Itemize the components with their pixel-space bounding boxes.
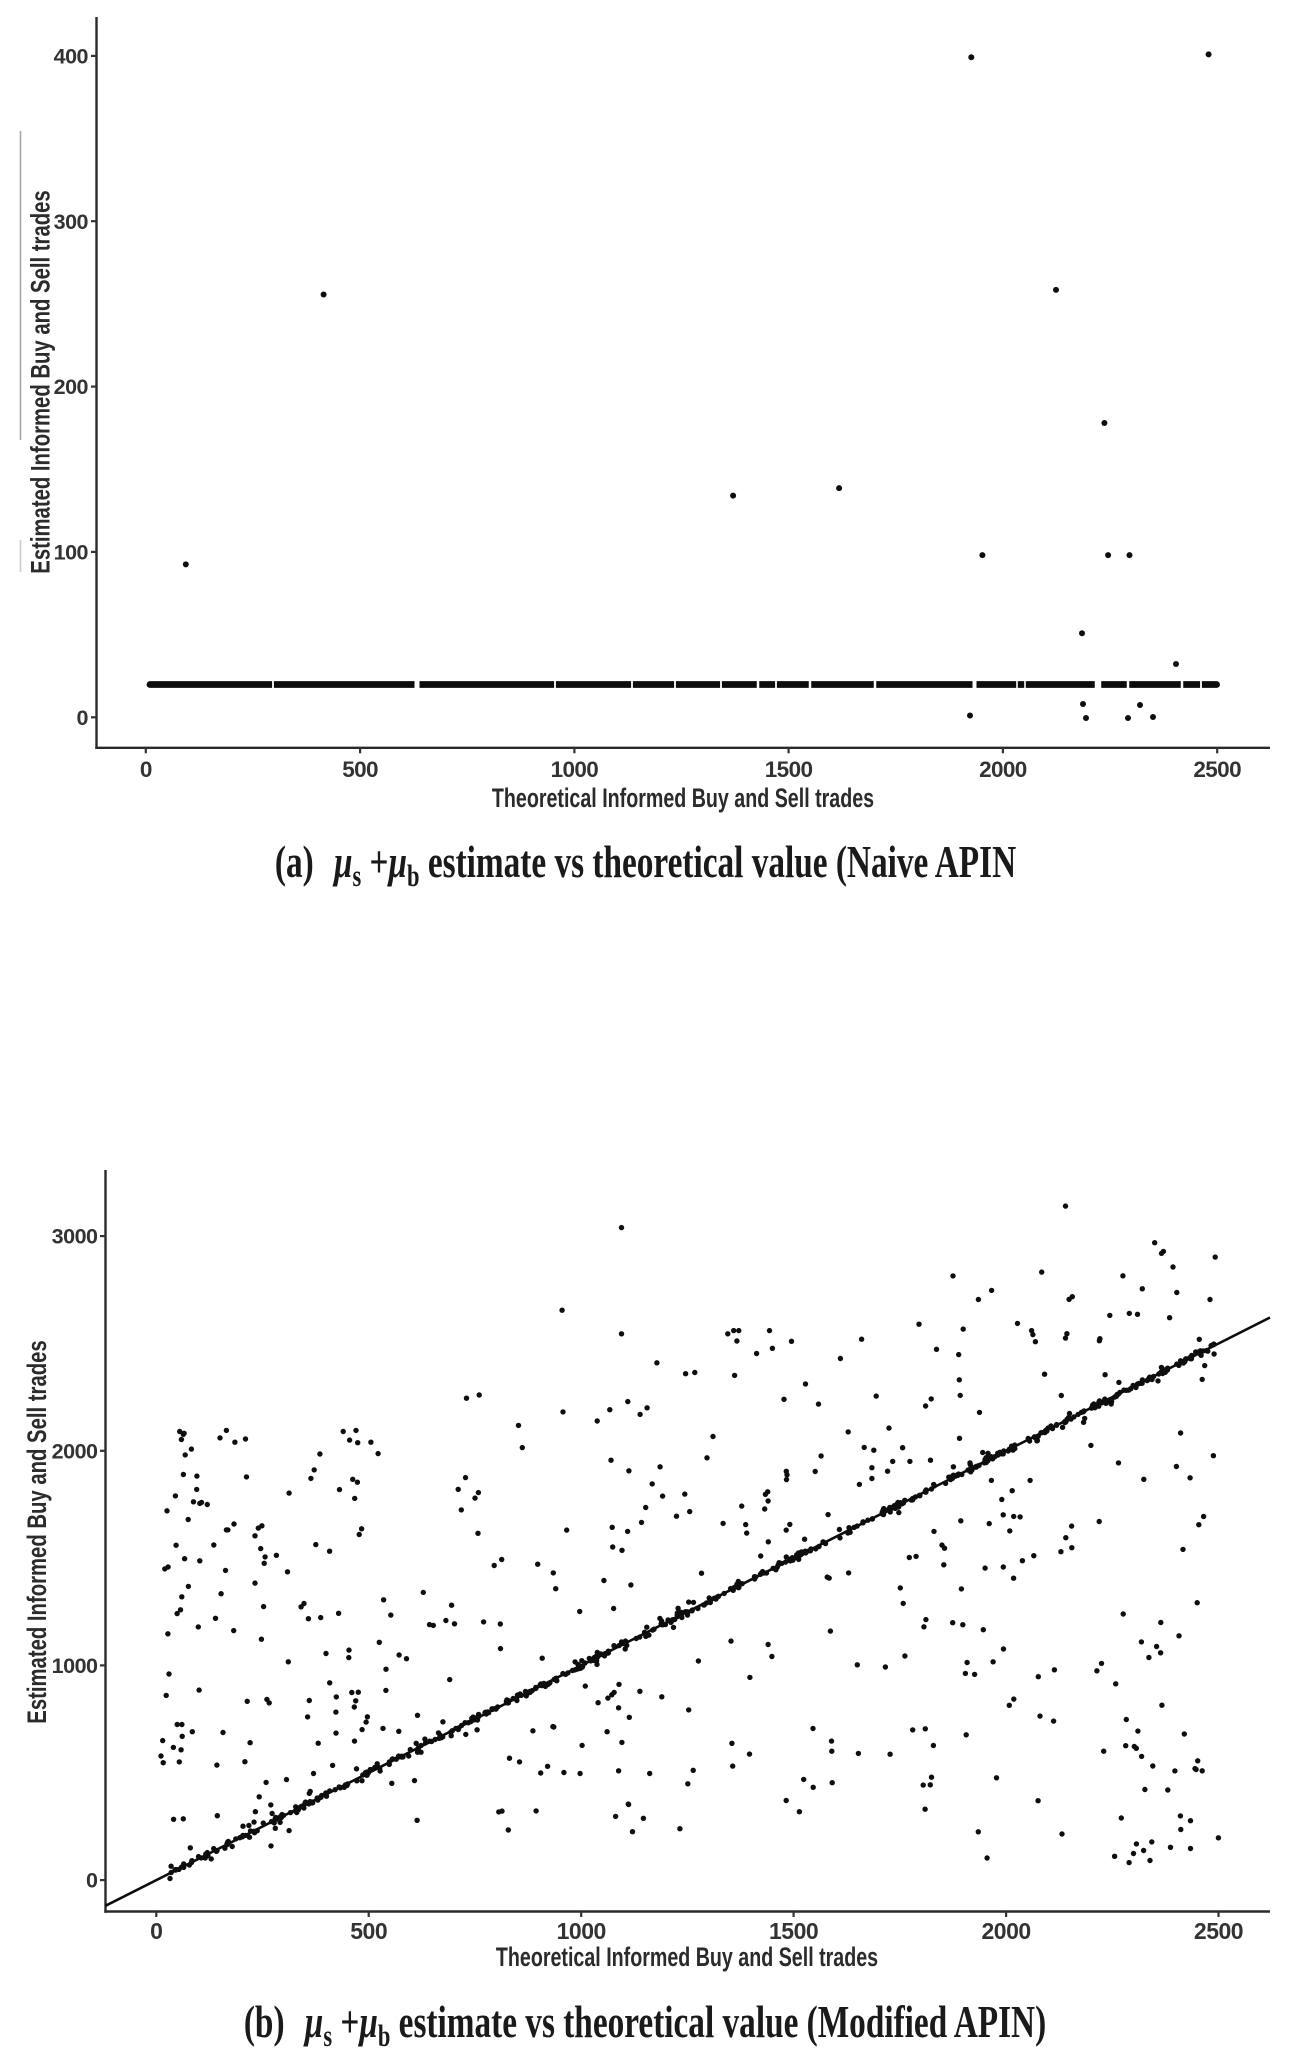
svg-text:2000: 2000 [52,1439,98,1463]
svg-text:Estimated Informed Buy and Sel: Estimated Informed Buy and Sell trades [22,1340,53,1723]
svg-text:1000: 1000 [52,1654,98,1678]
svg-text:1500: 1500 [765,757,813,782]
svg-text:0: 0 [140,757,152,782]
svg-text:2500: 2500 [1193,757,1241,782]
svg-text:400: 400 [54,44,89,68]
svg-text:(b)μs +μb estimate vs theoreti: (b) μs +μb estimate vs theoretical value … [244,1996,1046,2053]
svg-text:3000: 3000 [52,1225,98,1249]
svg-text:0: 0 [150,1918,162,1944]
svg-text:Estimated Informed Buy and Sel: Estimated Informed Buy and Sell trades [26,190,57,573]
svg-text:Theoretical Informed Buy and S: Theoretical Informed Buy and Sell trades [496,1943,878,1973]
svg-text:2000: 2000 [979,757,1027,782]
svg-text:300: 300 [54,210,89,234]
svg-text:200: 200 [54,375,89,399]
svg-text:0: 0 [86,1869,98,1893]
svg-text:500: 500 [342,757,378,782]
svg-text:1000: 1000 [557,1918,606,1944]
svg-text:100: 100 [54,540,89,564]
svg-text:500: 500 [350,1918,387,1944]
svg-text:(a)μs +μb estimate vs theoreti: (a) μs +μb estimate vs theoretical value … [275,836,1016,893]
svg-text:1000: 1000 [551,757,599,782]
svg-text:Theoretical Informed Buy and S: Theoretical Informed Buy and Sell trades [492,784,874,814]
svg-text:2500: 2500 [1194,1918,1243,1944]
svg-text:2000: 2000 [982,1918,1031,1944]
svg-text:1500: 1500 [769,1918,818,1944]
svg-text:0: 0 [77,706,89,730]
